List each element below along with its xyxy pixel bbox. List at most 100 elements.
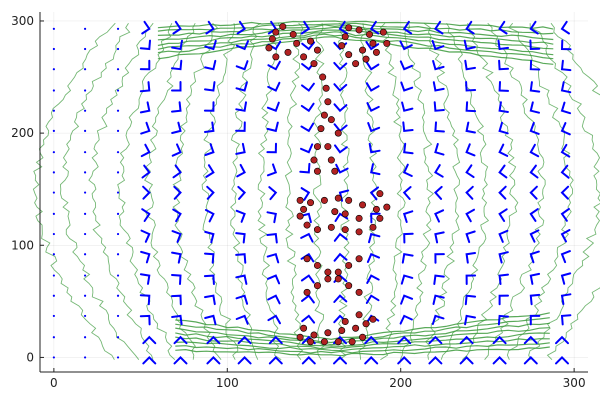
quiver-arrow — [464, 294, 477, 306]
contour-line-18 — [484, 22, 546, 360]
scatter-point — [352, 324, 360, 332]
y-tick-label: 0 — [26, 350, 34, 364]
quiver-arrow — [235, 81, 248, 92]
quiver-arrow — [402, 163, 413, 177]
quiver-arrow — [301, 82, 315, 92]
quiver-arrow — [433, 101, 445, 112]
quiver-arrow — [204, 252, 215, 264]
quiver-arrow — [529, 208, 539, 222]
scatter-point — [355, 311, 363, 319]
quiver-arrow — [402, 210, 414, 223]
quiver-arrow — [465, 20, 475, 35]
quiver-arrow — [555, 355, 569, 365]
scatter-point — [359, 333, 367, 341]
quiver-arrow — [301, 355, 316, 365]
quiver-arrow — [237, 335, 252, 345]
scatter-point — [317, 125, 325, 133]
contour-bottom-2 — [175, 338, 550, 352]
quiver-arrow — [498, 143, 509, 157]
quiver-arrow — [206, 335, 221, 345]
quiver-arrow — [529, 101, 540, 114]
quiver-arrow — [142, 355, 157, 365]
quiver-arrow — [267, 60, 281, 71]
quiver-arrow — [465, 274, 477, 285]
quiver-arrow — [52, 212, 55, 215]
scatter-point — [310, 60, 318, 68]
quiver-arrow — [171, 314, 183, 326]
quiver-arrow — [83, 109, 87, 112]
contour-top-0 — [157, 20, 554, 30]
scatter-point — [313, 261, 321, 269]
quiver-arrow — [235, 314, 249, 325]
quiver-arrow — [433, 274, 445, 285]
quiver-arrow — [560, 229, 571, 243]
contour-bottom-0 — [175, 346, 550, 357]
quiver-arrow — [529, 293, 541, 306]
quiver-arrow — [498, 229, 509, 243]
scatter-point — [334, 338, 342, 346]
scatter-point — [341, 33, 349, 41]
quiver-arrow — [300, 102, 315, 113]
quiver-arrow — [267, 274, 281, 285]
quiver-arrows — [52, 20, 572, 365]
quiver-arrow — [171, 101, 182, 113]
quiver-arrow — [116, 129, 120, 132]
scatter-point — [310, 331, 318, 339]
quiver-arrow — [83, 68, 87, 71]
scatter-point — [376, 190, 384, 198]
contour-line-14 — [399, 23, 435, 360]
quiver-arrow — [300, 187, 311, 201]
quiver-arrow — [116, 253, 120, 256]
quiver-arrow — [560, 81, 572, 94]
contour-line-1 — [59, 22, 140, 360]
quiver-arrow — [333, 103, 348, 113]
quiver-arrow — [365, 294, 380, 304]
quiver-arrow — [52, 294, 55, 297]
scatter-point — [355, 228, 363, 236]
scatter-point — [307, 199, 315, 207]
scatter-point — [319, 73, 327, 81]
quiver-arrow — [268, 335, 283, 345]
quiver-arrow — [529, 20, 539, 35]
x-tick-label: 0 — [50, 376, 58, 390]
quiver-arrow — [237, 185, 247, 200]
y-tick-label: 300 — [11, 14, 34, 28]
scatter-point — [334, 194, 342, 202]
quiver-arrow — [173, 335, 188, 345]
quiver-arrow — [400, 294, 414, 305]
quiver-arrow — [432, 81, 445, 92]
quiver-arrow — [529, 164, 539, 179]
quiver-arrow — [370, 212, 381, 224]
quiver-arrow — [397, 335, 412, 345]
quiver-arrow — [367, 122, 381, 133]
scatter-point — [296, 333, 304, 341]
quiver-arrow — [498, 273, 509, 285]
quiver-arrow — [434, 20, 444, 35]
quiver-arrow — [299, 162, 311, 174]
contour-line-8 — [257, 22, 282, 361]
quiver-arrow — [116, 151, 120, 154]
scatter-point — [369, 223, 377, 231]
y-tick-label: 200 — [11, 126, 34, 140]
quiver-arrow — [366, 252, 380, 263]
quiver-arrow — [465, 185, 474, 200]
quiver-arrow — [300, 122, 315, 133]
quiver-arrow — [268, 355, 283, 365]
quiver-arrow — [498, 81, 509, 92]
contour-line-6 — [201, 23, 239, 360]
quiver-arrow — [369, 186, 379, 201]
scatter-point — [320, 111, 328, 119]
scatter-point — [284, 48, 292, 56]
quiver-arrow — [171, 59, 183, 71]
quiver-arrow — [83, 171, 87, 174]
quiver-arrow — [403, 232, 414, 244]
quiver-arrow — [459, 355, 474, 365]
scatter-point — [355, 26, 363, 34]
contour-bottom-1 — [175, 342, 550, 354]
quiver-arrow — [52, 336, 55, 339]
quiver-arrow — [399, 314, 413, 325]
quiver-arrow — [463, 39, 476, 51]
quiver-arrow — [529, 229, 540, 243]
contour-top-2 — [157, 24, 554, 41]
scatter-point — [341, 226, 349, 234]
